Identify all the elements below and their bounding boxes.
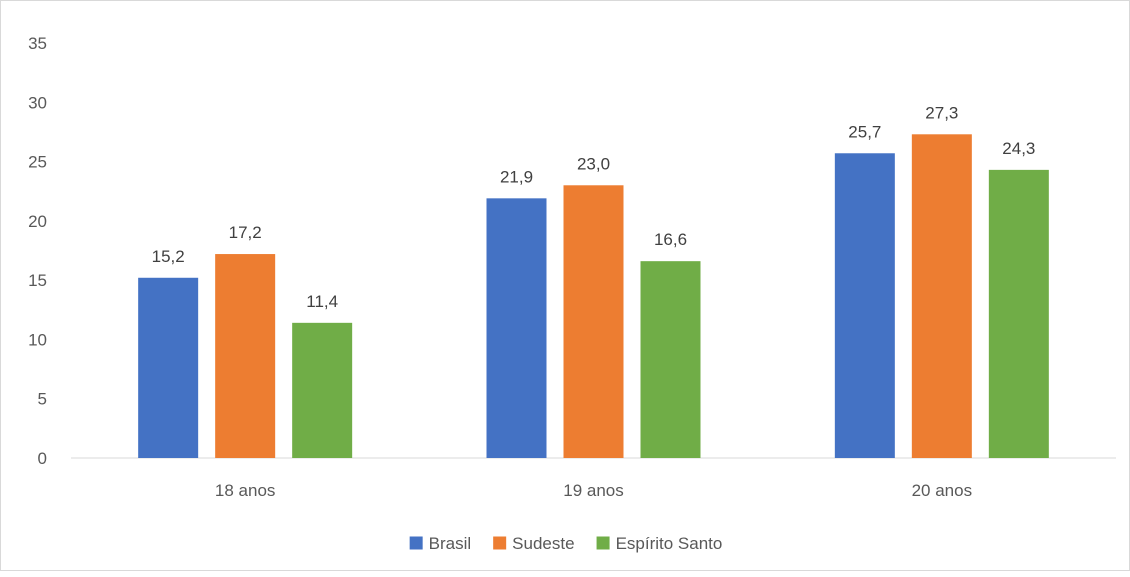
x-tick-label: 20 anos [912,481,973,500]
data-label: 21,9 [500,167,533,186]
legend-label: Sudeste [512,534,574,553]
data-label: 23,0 [577,154,610,173]
bar [988,169,1049,458]
y-tick-label: 30 [28,93,47,112]
bars-group: 15,2 17,2 11,4 21,9 23,0 16,6 25,7 27,3 24,3 [138,103,1049,459]
legend: Brasil Sudeste Espírito Santo [409,534,723,553]
data-label: 16,6 [654,230,687,249]
y-tick-label: 20 [28,212,47,231]
legend-swatch [493,536,507,550]
y-tick-label: 25 [28,153,47,172]
y-tick-label: 5 [38,390,47,409]
legend-label: Espírito Santo [616,534,723,553]
legend-swatch [409,536,423,550]
y-tick-label: 10 [28,330,47,349]
bar [563,185,624,459]
data-label: 15,2 [152,247,185,266]
y-tick-label: 0 [38,449,47,468]
bar [292,322,353,458]
data-label: 11,4 [306,292,338,311]
data-label: 25,7 [848,122,881,141]
bar [215,254,276,458]
y-tick-label: 35 [28,34,47,53]
y-tick-label: 15 [28,271,47,290]
bar [834,153,895,458]
y-axis-ticks: 0 5 10 15 20 25 30 35 [28,34,47,468]
data-label: 27,3 [925,103,958,122]
x-tick-label: 19 anos [563,481,624,500]
x-tick-label: 18 anos [215,481,276,500]
bar [486,198,547,459]
data-label: 24,3 [1002,139,1035,158]
bar [640,261,701,458]
data-label: 17,2 [229,223,262,242]
bar [911,134,972,459]
bar [138,277,199,458]
legend-swatch [596,536,610,550]
category-labels: 18 anos 19 anos 20 anos [215,481,972,500]
legend-label: Brasil [429,534,472,553]
